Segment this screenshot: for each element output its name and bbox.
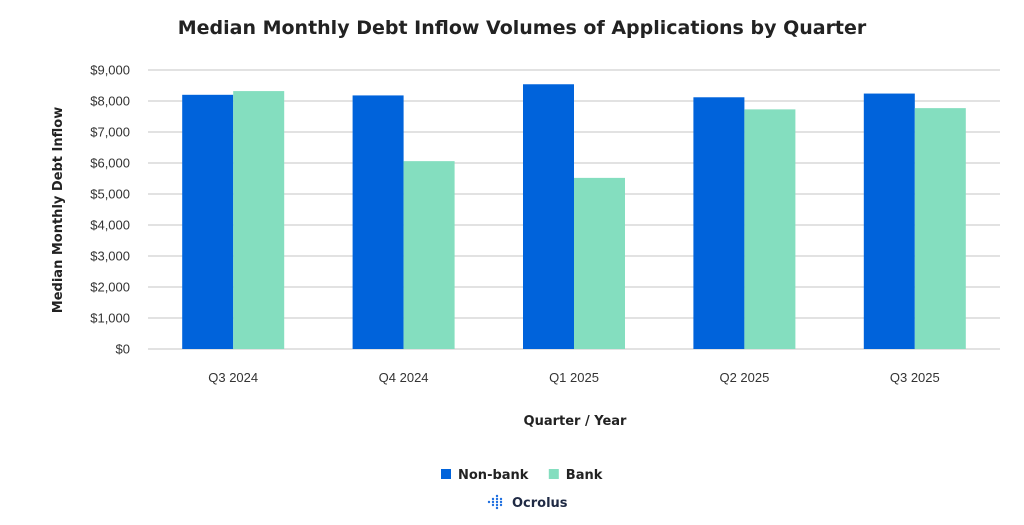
bar-bank [403, 161, 455, 349]
logo-dot [499, 503, 503, 507]
legend-item: Bank [548, 468, 603, 483]
y-tick-label: $1,000 [90, 311, 130, 326]
x-tick-label: Q3 2024 [208, 370, 258, 385]
logo-dot [499, 497, 503, 501]
legend-item: Non-bank [441, 468, 529, 483]
y-tick-label: $6,000 [90, 156, 130, 171]
logo-dot [487, 500, 491, 504]
brand-name: Ocrolus [512, 496, 568, 511]
legend-swatch [548, 469, 559, 479]
x-axis-ticks: Q3 2024 Q4 2024 Q1 2025 Q2 2025 Q3 2025 [208, 370, 939, 385]
logo-dot [491, 497, 495, 501]
bar-non-bank [863, 93, 915, 349]
y-tick-label: $7,000 [90, 125, 130, 140]
y-axis-ticks: $0 $1,000 $2,000 $3,000 $4,000 $5,000 $6,000 $7… [90, 63, 130, 357]
bar-bank [914, 108, 966, 349]
bar-non-bank [352, 95, 404, 349]
logo-dot [495, 503, 499, 507]
logo-dot [495, 497, 499, 501]
bar-non-bank [693, 97, 745, 349]
y-tick-label: $5,000 [90, 187, 130, 202]
x-tick-label: Q3 2025 [890, 370, 940, 385]
legend-swatch [441, 469, 451, 479]
y-tick-label: $8,000 [90, 94, 130, 109]
legend-label: Bank [566, 468, 603, 483]
chart-title: Median Monthly Debt Inflow Volumes of Ap… [178, 17, 867, 39]
x-tick-label: Q4 2024 [379, 370, 429, 385]
bar-bank [744, 109, 796, 350]
bar-bank [233, 91, 285, 349]
legend: Non-bank Bank [441, 468, 603, 483]
logo-dot [491, 503, 495, 507]
y-tick-label: $0 [116, 342, 130, 357]
x-tick-label: Q2 2025 [719, 370, 769, 385]
bars [182, 84, 966, 350]
x-tick-label: Q1 2025 [549, 370, 599, 385]
bar-non-bank [523, 84, 574, 349]
y-tick-label: $2,000 [90, 280, 130, 295]
logo-dot [495, 494, 499, 498]
y-axis-label: Median Monthly Debt Inflow [51, 107, 66, 313]
logo-dot [491, 500, 495, 504]
bar-bank [574, 177, 625, 349]
brand-logo: Ocrolus [487, 494, 568, 511]
ocrolus-logo-icon [487, 494, 503, 510]
x-axis-label: Quarter / Year [524, 414, 628, 429]
logo-dot [495, 500, 499, 504]
logo-dot [499, 500, 503, 504]
y-tick-label: $9,000 [90, 63, 130, 78]
bar-non-bank [182, 94, 234, 349]
logo-dot [495, 506, 499, 510]
y-tick-label: $3,000 [90, 249, 130, 264]
y-tick-label: $4,000 [90, 218, 130, 233]
legend-label: Non-bank [458, 468, 529, 483]
